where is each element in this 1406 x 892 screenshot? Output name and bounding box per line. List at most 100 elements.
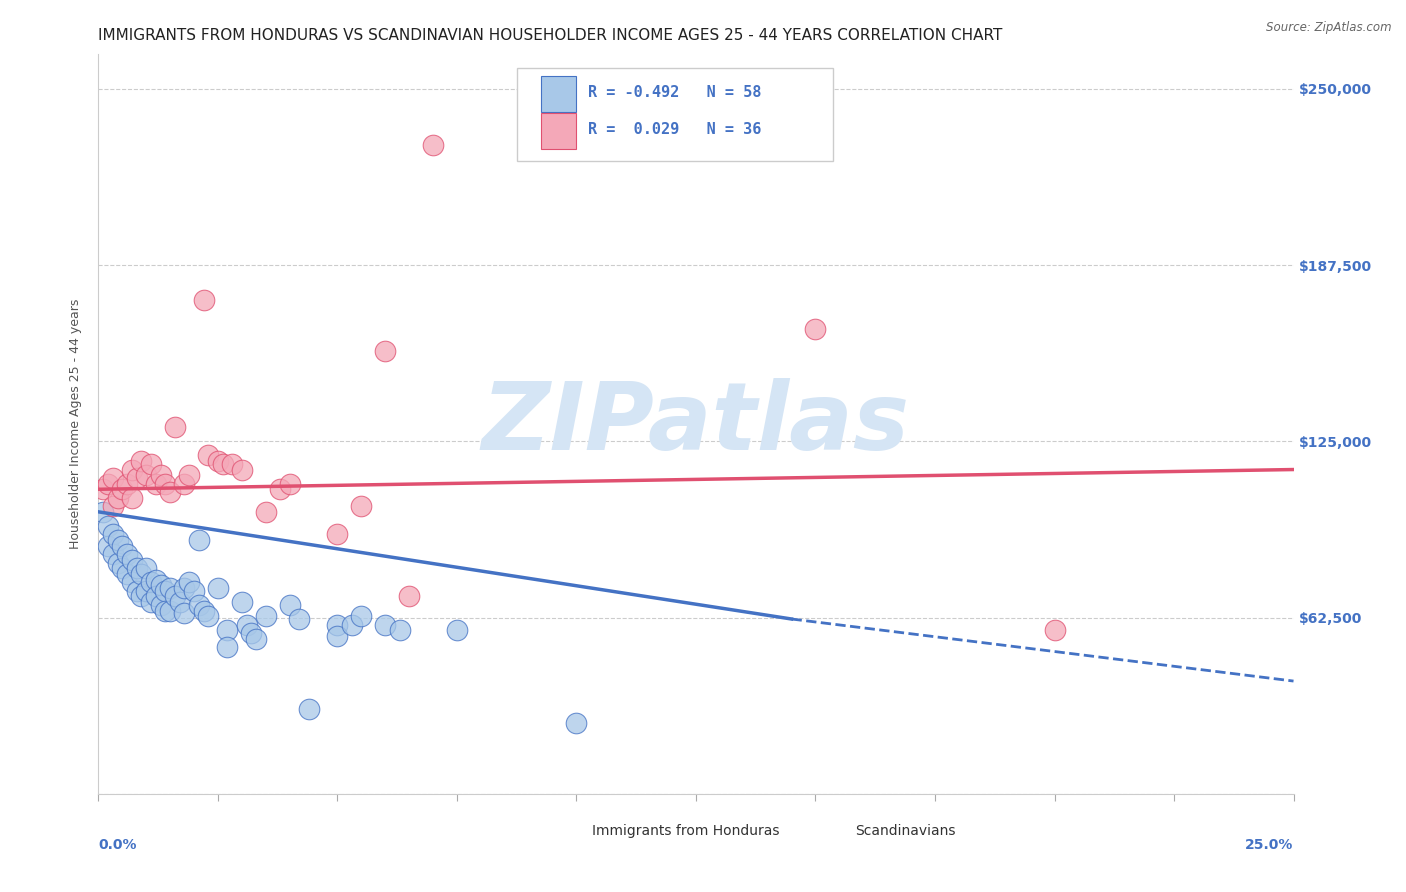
Point <box>107 556 129 570</box>
Point <box>135 583 157 598</box>
Point <box>207 454 229 468</box>
Point <box>374 344 396 359</box>
Point <box>121 553 143 567</box>
Point <box>101 527 124 541</box>
Point <box>163 590 186 604</box>
Point <box>107 491 129 505</box>
Point <box>278 476 301 491</box>
Point <box>173 476 195 491</box>
Text: Source: ZipAtlas.com: Source: ZipAtlas.com <box>1267 21 1392 34</box>
Point <box>350 499 373 513</box>
Point <box>155 603 177 617</box>
Point <box>125 583 148 598</box>
Point <box>159 485 181 500</box>
Point <box>231 595 253 609</box>
Point <box>111 561 134 575</box>
Point <box>235 617 257 632</box>
Point <box>91 483 114 497</box>
Point <box>388 624 411 638</box>
Bar <box>821 820 848 842</box>
Point <box>1043 624 1066 638</box>
Text: R =  0.029   N = 36: R = 0.029 N = 36 <box>589 121 762 136</box>
Point <box>326 617 349 632</box>
Point <box>131 454 153 468</box>
Point <box>326 629 349 643</box>
Point <box>446 624 468 638</box>
Point <box>278 598 301 612</box>
Point <box>169 595 191 609</box>
Point <box>398 590 420 604</box>
Point <box>121 462 143 476</box>
Point <box>125 561 148 575</box>
Point <box>111 539 134 553</box>
Point <box>91 505 114 519</box>
Text: ZIPatlas: ZIPatlas <box>482 377 910 470</box>
Point <box>221 457 243 471</box>
Point <box>187 598 209 612</box>
Point <box>326 527 349 541</box>
Point <box>121 491 143 505</box>
Point <box>183 583 205 598</box>
Point <box>565 716 588 731</box>
Point <box>211 457 233 471</box>
Point <box>139 457 162 471</box>
Point <box>155 476 177 491</box>
Point <box>131 566 153 581</box>
Point <box>254 609 277 624</box>
Point <box>422 138 444 153</box>
Point <box>139 595 162 609</box>
Point <box>163 420 186 434</box>
Point <box>135 561 157 575</box>
Point <box>193 293 215 308</box>
Point <box>97 519 120 533</box>
Point <box>804 321 827 335</box>
Point <box>97 476 120 491</box>
Text: 25.0%: 25.0% <box>1246 838 1294 852</box>
Point <box>149 578 172 592</box>
Point <box>101 471 124 485</box>
Point <box>131 590 153 604</box>
Point <box>217 640 239 655</box>
Bar <box>541 113 576 149</box>
Point <box>193 603 215 617</box>
Point <box>217 624 239 638</box>
Point <box>350 609 373 624</box>
Point <box>187 533 209 547</box>
Point <box>101 499 124 513</box>
Point <box>97 539 120 553</box>
Point <box>149 598 172 612</box>
Y-axis label: Householder Income Ages 25 - 44 years: Householder Income Ages 25 - 44 years <box>69 299 83 549</box>
Point <box>298 702 321 716</box>
Point <box>155 583 177 598</box>
Point <box>197 609 219 624</box>
Text: R = -0.492   N = 58: R = -0.492 N = 58 <box>589 85 762 100</box>
Point <box>173 581 195 595</box>
Bar <box>541 77 576 112</box>
Point <box>197 449 219 463</box>
Point <box>374 617 396 632</box>
Point <box>135 468 157 483</box>
FancyBboxPatch shape <box>517 69 834 161</box>
Point <box>139 575 162 590</box>
Point <box>340 617 363 632</box>
Point <box>145 590 167 604</box>
Point <box>125 471 148 485</box>
Point <box>269 483 291 497</box>
Point <box>145 476 167 491</box>
Point <box>121 575 143 590</box>
Text: 0.0%: 0.0% <box>98 838 136 852</box>
Point <box>240 626 263 640</box>
Point <box>149 468 172 483</box>
Text: IMMIGRANTS FROM HONDURAS VS SCANDINAVIAN HOUSEHOLDER INCOME AGES 25 - 44 YEARS C: IMMIGRANTS FROM HONDURAS VS SCANDINAVIAN… <box>98 28 1002 43</box>
Point <box>207 581 229 595</box>
Point <box>288 612 311 626</box>
Point <box>101 547 124 561</box>
Point <box>145 573 167 587</box>
Point <box>107 533 129 547</box>
Point <box>231 462 253 476</box>
Point <box>111 483 134 497</box>
Bar <box>558 820 585 842</box>
Point <box>179 575 201 590</box>
Point <box>173 607 195 621</box>
Text: Scandinavians: Scandinavians <box>855 824 956 838</box>
